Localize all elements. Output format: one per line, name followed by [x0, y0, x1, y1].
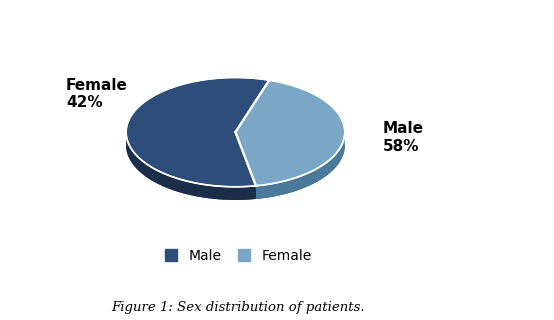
Text: Male
58%: Male 58%	[383, 121, 424, 154]
Polygon shape	[256, 132, 345, 199]
Text: Figure 1: Sex distribution of patients.: Figure 1: Sex distribution of patients.	[111, 300, 365, 314]
Polygon shape	[126, 77, 269, 187]
Polygon shape	[126, 145, 345, 200]
Legend: Male, Female: Male, Female	[159, 243, 317, 268]
Text: Female
42%: Female 42%	[66, 78, 128, 110]
Polygon shape	[126, 131, 256, 200]
Polygon shape	[235, 80, 345, 186]
